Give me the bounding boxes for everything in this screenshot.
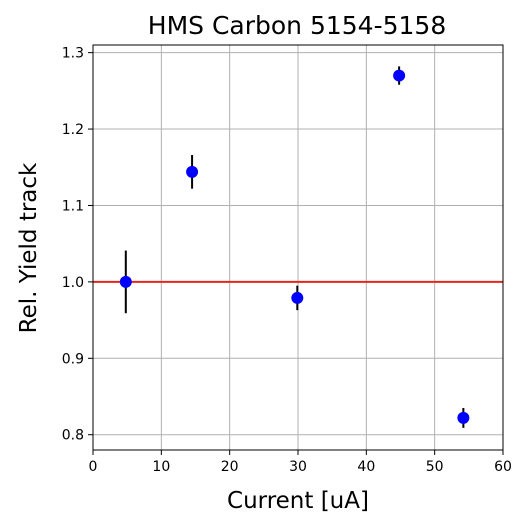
data-point: [393, 69, 406, 82]
x-tick-label: 20: [221, 459, 239, 475]
x-tick-label: 10: [152, 459, 170, 475]
y-tick-label: 1.3: [62, 46, 84, 62]
data-points: [119, 66, 470, 428]
grid-lines: [92, 45, 504, 450]
y-tick-label: 1.0: [62, 275, 84, 291]
x-tick-label: 30: [289, 459, 307, 475]
y-tick-label: 1.1: [62, 198, 84, 214]
y-tick-label: 0.9: [62, 351, 84, 367]
chart-title: HMS Carbon 5154-5158: [148, 11, 446, 40]
y-axis-ticks: 0.8 0.9 1.0 1.1 1.2 1.3: [62, 46, 93, 444]
data-point: [291, 291, 304, 304]
data-point: [186, 165, 199, 178]
y-tick-label: 0.8: [62, 428, 84, 444]
x-tick-label: 40: [357, 459, 375, 475]
x-axis-ticks: 0 10 20 30 40 50 60: [89, 450, 512, 475]
x-tick-label: 0: [89, 459, 98, 475]
data-point: [457, 411, 470, 424]
data-point: [119, 275, 132, 288]
plot-area: [92, 44, 504, 451]
x-tick-label: 60: [494, 459, 512, 475]
x-tick-label: 50: [426, 459, 444, 475]
y-axis-label: Rel. Yield track: [16, 162, 42, 333]
x-axis-label: Current [uA]: [227, 488, 369, 514]
y-tick-label: 1.2: [62, 122, 84, 138]
